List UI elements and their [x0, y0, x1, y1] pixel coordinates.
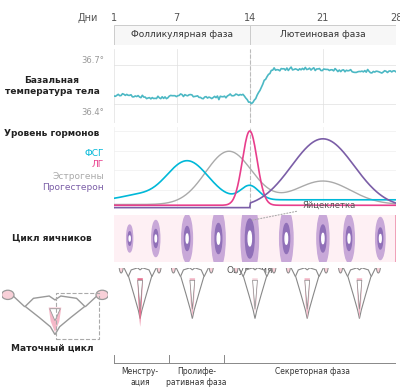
- Text: ФСГ: ФСГ: [84, 149, 104, 158]
- Text: Цикл яичников: Цикл яичников: [12, 234, 92, 243]
- Circle shape: [152, 221, 160, 256]
- Circle shape: [215, 224, 222, 253]
- Polygon shape: [50, 309, 60, 321]
- Circle shape: [285, 233, 288, 244]
- Circle shape: [280, 208, 293, 269]
- Bar: [114, 25, 250, 45]
- Polygon shape: [304, 278, 310, 319]
- Circle shape: [378, 228, 383, 249]
- Circle shape: [212, 208, 225, 269]
- Circle shape: [217, 233, 220, 244]
- Circle shape: [346, 226, 352, 251]
- Text: Маточный цикл: Маточный цикл: [11, 344, 93, 353]
- Text: Яйцеклетка: Яйцеклетка: [252, 201, 355, 220]
- Text: 36.4°: 36.4°: [81, 108, 104, 117]
- Ellipse shape: [96, 290, 108, 300]
- Text: 14: 14: [244, 13, 256, 23]
- Text: Секреторная фаза: Секреторная фаза: [275, 367, 350, 376]
- Circle shape: [283, 224, 290, 253]
- Text: Фолликулярная фаза: Фолликулярная фаза: [131, 30, 233, 39]
- Circle shape: [320, 225, 326, 252]
- Ellipse shape: [119, 258, 123, 273]
- Text: Пролифе-
ративная фаза: Пролифе- ративная фаза: [166, 367, 227, 387]
- Circle shape: [246, 219, 254, 258]
- Circle shape: [248, 231, 252, 246]
- Text: Уровень гормонов: Уровень гормонов: [4, 129, 100, 138]
- Polygon shape: [49, 308, 61, 332]
- Bar: [250, 25, 396, 45]
- Polygon shape: [190, 278, 195, 317]
- Circle shape: [154, 230, 158, 248]
- Text: 28: 28: [390, 13, 400, 23]
- Polygon shape: [138, 280, 142, 309]
- Ellipse shape: [209, 258, 213, 273]
- Text: 1: 1: [111, 13, 117, 23]
- Text: Базальная
температура тела: Базальная температура тела: [4, 76, 100, 96]
- Circle shape: [348, 234, 350, 243]
- Circle shape: [380, 235, 381, 242]
- Polygon shape: [181, 268, 204, 319]
- Polygon shape: [128, 268, 152, 319]
- FancyBboxPatch shape: [112, 196, 396, 281]
- Text: Овуляция: Овуляция: [226, 266, 273, 275]
- Text: 36.7°: 36.7°: [81, 56, 104, 65]
- Text: Дни: Дни: [78, 13, 98, 23]
- Ellipse shape: [324, 258, 328, 273]
- Text: 7: 7: [174, 13, 180, 23]
- Circle shape: [317, 212, 329, 265]
- Text: Прогестерон: Прогестерон: [42, 183, 104, 192]
- Polygon shape: [25, 296, 85, 335]
- Circle shape: [184, 226, 190, 251]
- Circle shape: [127, 225, 133, 252]
- Text: Менстру-
ация: Менстру- ация: [122, 367, 159, 387]
- Circle shape: [129, 236, 130, 241]
- Ellipse shape: [376, 258, 380, 273]
- Polygon shape: [357, 278, 362, 319]
- Polygon shape: [252, 280, 258, 309]
- Text: Эстрогены: Эстрогены: [52, 172, 104, 181]
- Circle shape: [376, 217, 385, 260]
- Ellipse shape: [2, 290, 14, 300]
- Polygon shape: [305, 280, 310, 309]
- Text: ЛГ: ЛГ: [92, 160, 104, 169]
- Text: Лютеиновая фаза: Лютеиновая фаза: [280, 30, 366, 39]
- Circle shape: [155, 235, 156, 242]
- Polygon shape: [357, 280, 362, 309]
- Ellipse shape: [234, 258, 238, 273]
- Ellipse shape: [286, 258, 290, 273]
- Polygon shape: [243, 268, 267, 319]
- Circle shape: [186, 234, 188, 243]
- Ellipse shape: [171, 258, 176, 273]
- Circle shape: [128, 232, 131, 245]
- Circle shape: [322, 233, 324, 244]
- Polygon shape: [190, 280, 195, 309]
- Circle shape: [241, 199, 258, 278]
- Polygon shape: [252, 278, 258, 313]
- Ellipse shape: [338, 258, 342, 273]
- Polygon shape: [348, 268, 371, 319]
- Circle shape: [344, 215, 354, 262]
- Polygon shape: [137, 278, 143, 327]
- Ellipse shape: [272, 258, 276, 273]
- Polygon shape: [296, 268, 319, 319]
- Ellipse shape: [157, 258, 161, 273]
- Text: 21: 21: [317, 13, 329, 23]
- Circle shape: [182, 215, 192, 262]
